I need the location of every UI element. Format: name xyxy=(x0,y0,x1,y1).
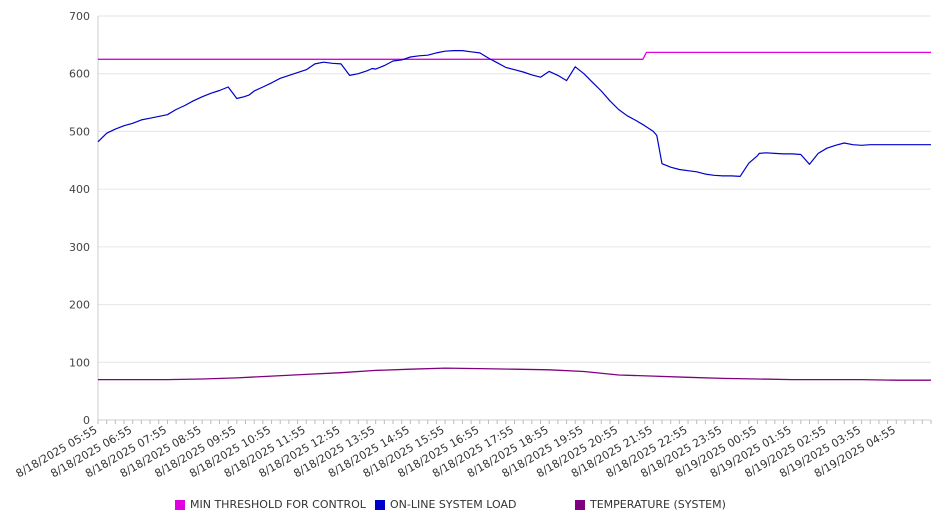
legend-item-threshold: MIN THRESHOLD FOR CONTROL xyxy=(175,498,366,511)
y-tick-label: 700 xyxy=(69,10,90,23)
y-tick-label: 600 xyxy=(69,68,90,81)
series-temperature-line xyxy=(98,367,931,381)
legend-item-system-load: ON-LINE SYSTEM LOAD xyxy=(375,498,516,511)
legend-label-threshold: MIN THRESHOLD FOR CONTROL xyxy=(190,498,366,511)
axes xyxy=(97,16,932,424)
y-tick-label: 300 xyxy=(69,241,90,254)
legend-label-system-load: ON-LINE SYSTEM LOAD xyxy=(390,498,517,511)
y-tick-label: 400 xyxy=(69,183,90,196)
legend-swatch-threshold xyxy=(175,499,185,510)
legend-item-temperature: TEMPERATURE (SYSTEM) xyxy=(575,498,726,511)
legend: MIN THRESHOLD FOR CONTROL ON-LINE SYSTEM… xyxy=(0,498,946,516)
legend-swatch-system-load xyxy=(375,499,385,510)
legend-label-temperature: TEMPERATURE (SYSTEM) xyxy=(590,498,726,511)
series-system-load-line xyxy=(97,49,931,177)
y-tick-label: 200 xyxy=(69,299,90,312)
series-threshold-line xyxy=(98,51,931,60)
x-axis-ticks: 8/18/2025 05:558/18/2025 06:558/18/2025 … xyxy=(14,423,898,480)
y-tick-label: 0 xyxy=(83,414,90,427)
legend-swatch-temperature xyxy=(575,499,585,510)
y-tick-label: 100 xyxy=(69,356,90,369)
y-axis-ticks: 0 100 200 300 400 500 600 700 xyxy=(69,10,90,427)
series-lines xyxy=(97,49,931,381)
y-tick-label: 500 xyxy=(69,125,90,138)
gridlines xyxy=(98,15,931,363)
